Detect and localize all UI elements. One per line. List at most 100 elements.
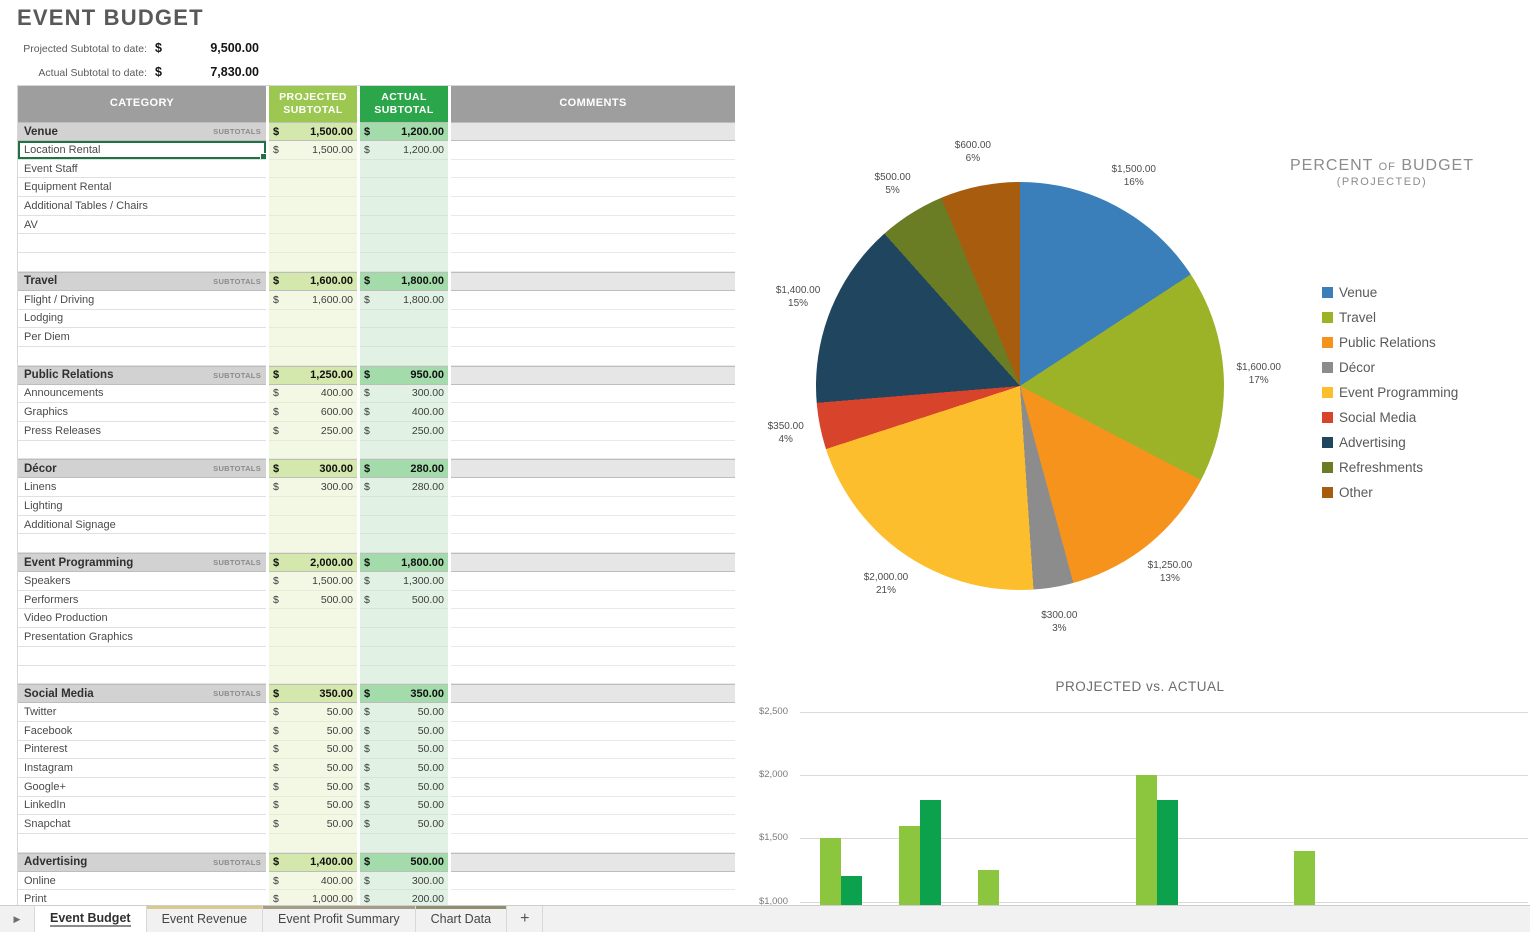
comments-cell[interactable] bbox=[451, 740, 735, 760]
category-cell[interactable] bbox=[18, 234, 266, 254]
projected-bar-advertising[interactable] bbox=[1294, 850, 1315, 905]
comments-cell[interactable] bbox=[451, 815, 735, 834]
category-cell[interactable]: Venue SUBTOTALS bbox=[18, 122, 266, 141]
comments-cell[interactable] bbox=[451, 665, 735, 685]
actual-cell[interactable]: $50.00 bbox=[360, 815, 448, 834]
category-cell[interactable] bbox=[18, 534, 266, 554]
projected-cell[interactable] bbox=[269, 178, 357, 198]
projected-cell[interactable]: $50.00 bbox=[269, 796, 357, 816]
comments-cell[interactable] bbox=[451, 515, 735, 535]
comments-cell[interactable] bbox=[451, 871, 735, 891]
column-header-cat[interactable]: CATEGORY bbox=[18, 86, 266, 122]
projected-subtotal-cell[interactable]: $1,400.00 bbox=[269, 852, 357, 872]
projected-cell[interactable] bbox=[269, 253, 357, 272]
comments-cell[interactable] bbox=[451, 346, 735, 366]
actual-cell[interactable]: $300.00 bbox=[360, 871, 448, 891]
legend-item[interactable]: Venue bbox=[1322, 280, 1458, 305]
comments-cell[interactable] bbox=[451, 777, 735, 797]
bar-chart[interactable] bbox=[790, 670, 1530, 905]
projected-cell[interactable]: $1,600.00 bbox=[269, 290, 357, 310]
comments-cell[interactable] bbox=[451, 459, 735, 479]
category-cell[interactable]: Video Production bbox=[18, 609, 266, 629]
actual-cell[interactable]: $50.00 bbox=[360, 777, 448, 797]
projected-cell[interactable]: $1,000.00 bbox=[269, 890, 357, 906]
category-cell[interactable]: Linens bbox=[18, 478, 266, 497]
category-cell[interactable]: Announcements bbox=[18, 384, 266, 404]
category-cell[interactable]: AV bbox=[18, 215, 266, 235]
comments-cell[interactable] bbox=[451, 234, 735, 254]
comments-cell[interactable] bbox=[451, 215, 735, 235]
actual-cell[interactable] bbox=[360, 834, 448, 853]
comments-cell[interactable] bbox=[451, 609, 735, 629]
actual-cell[interactable] bbox=[360, 628, 448, 647]
actual-cell[interactable] bbox=[360, 515, 448, 535]
actual-subtotal-cell[interactable]: $280.00 bbox=[360, 459, 448, 479]
actual-cell[interactable] bbox=[360, 534, 448, 554]
projected-subtotal-cell[interactable]: $2,000.00 bbox=[269, 553, 357, 573]
actual-cell[interactable] bbox=[360, 309, 448, 329]
comments-cell[interactable] bbox=[451, 534, 735, 554]
projected-cell[interactable]: $1,500.00 bbox=[269, 572, 357, 591]
legend-item[interactable]: Décor bbox=[1322, 355, 1458, 380]
projected-bar-public-relations[interactable] bbox=[978, 869, 999, 905]
category-cell[interactable]: Additional Tables / Chairs bbox=[18, 197, 266, 216]
column-header-act[interactable]: ACTUAL SUBTOTAL bbox=[360, 86, 448, 122]
legend-item[interactable]: Travel bbox=[1322, 305, 1458, 330]
pie-chart[interactable] bbox=[816, 182, 1224, 590]
category-cell[interactable]: Online bbox=[18, 871, 266, 891]
actual-cell[interactable]: $1,200.00 bbox=[360, 141, 448, 160]
projected-cell[interactable] bbox=[269, 346, 357, 366]
comments-cell[interactable] bbox=[451, 122, 735, 141]
category-cell[interactable]: Event Programming SUBTOTALS bbox=[18, 553, 266, 573]
sheet-tab-event-revenue[interactable]: Event Revenue bbox=[146, 906, 264, 932]
category-cell[interactable]: Travel SUBTOTALS bbox=[18, 271, 266, 291]
actual-cell[interactable] bbox=[360, 197, 448, 216]
sheet-tab-event-profit-summary[interactable]: Event Profit Summary bbox=[263, 906, 416, 932]
category-cell[interactable]: Pinterest bbox=[18, 740, 266, 760]
actual-cell[interactable]: $50.00 bbox=[360, 740, 448, 760]
projected-cell[interactable] bbox=[269, 497, 357, 516]
comments-cell[interactable] bbox=[451, 253, 735, 272]
comments-cell[interactable] bbox=[451, 796, 735, 816]
category-cell[interactable] bbox=[18, 440, 266, 460]
legend-item[interactable]: Other bbox=[1322, 480, 1458, 505]
projected-cell[interactable] bbox=[269, 309, 357, 329]
category-cell[interactable] bbox=[18, 253, 266, 272]
projected-cell[interactable] bbox=[269, 834, 357, 853]
projected-cell[interactable]: $250.00 bbox=[269, 421, 357, 441]
projected-cell[interactable] bbox=[269, 328, 357, 347]
category-cell[interactable]: Equipment Rental bbox=[18, 178, 266, 198]
projected-cell[interactable] bbox=[269, 665, 357, 685]
legend-item[interactable]: Public Relations bbox=[1322, 330, 1458, 355]
category-cell[interactable]: Lodging bbox=[18, 309, 266, 329]
comments-cell[interactable] bbox=[451, 553, 735, 573]
category-cell[interactable]: Advertising SUBTOTALS bbox=[18, 852, 266, 872]
projected-cell[interactable]: $400.00 bbox=[269, 384, 357, 404]
projected-cell[interactable]: $50.00 bbox=[269, 759, 357, 778]
actual-cell[interactable] bbox=[360, 497, 448, 516]
comments-cell[interactable] bbox=[451, 646, 735, 666]
category-cell[interactable]: Facebook bbox=[18, 721, 266, 741]
comments-cell[interactable] bbox=[451, 440, 735, 460]
sheet-tab-chart-data[interactable]: Chart Data bbox=[415, 906, 508, 932]
actual-cell[interactable] bbox=[360, 215, 448, 235]
actual-cell[interactable]: $250.00 bbox=[360, 421, 448, 441]
projected-cell[interactable] bbox=[269, 515, 357, 535]
actual-cell[interactable]: $280.00 bbox=[360, 478, 448, 497]
category-cell[interactable]: Per Diem bbox=[18, 328, 266, 347]
actual-subtotal-cell[interactable]: $1,200.00 bbox=[360, 122, 448, 141]
actual-cell[interactable]: $50.00 bbox=[360, 703, 448, 722]
actual-subtotal-cell[interactable]: $950.00 bbox=[360, 365, 448, 385]
category-cell[interactable] bbox=[18, 346, 266, 366]
category-cell[interactable] bbox=[18, 646, 266, 666]
category-cell[interactable]: Snapchat bbox=[18, 815, 266, 834]
category-cell[interactable]: Lighting bbox=[18, 497, 266, 516]
comments-cell[interactable] bbox=[451, 834, 735, 853]
category-cell[interactable] bbox=[18, 834, 266, 853]
projected-cell[interactable]: $50.00 bbox=[269, 721, 357, 741]
actual-subtotal-cell[interactable]: $1,800.00 bbox=[360, 553, 448, 573]
projected-subtotal-cell[interactable]: $300.00 bbox=[269, 459, 357, 479]
comments-cell[interactable] bbox=[451, 309, 735, 329]
category-cell[interactable]: Décor SUBTOTALS bbox=[18, 459, 266, 479]
actual-cell[interactable] bbox=[360, 178, 448, 198]
